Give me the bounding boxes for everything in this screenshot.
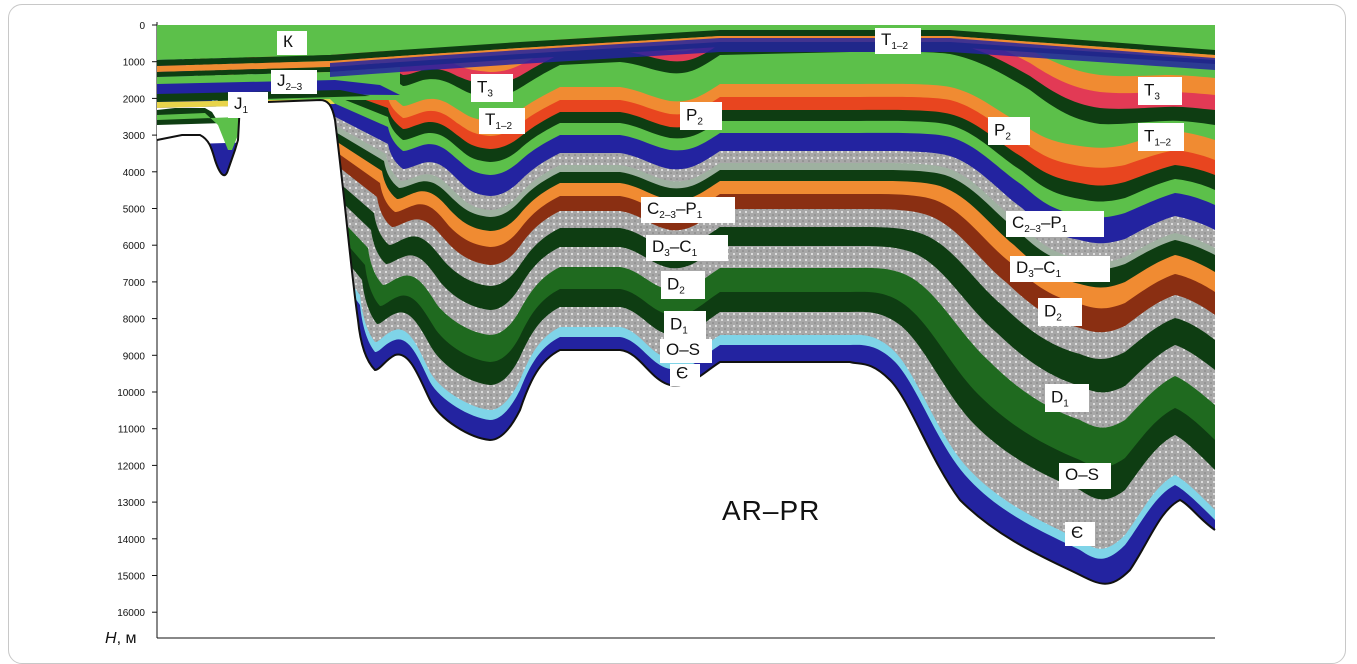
depth-tick-label: 7000 — [123, 278, 146, 289]
depth-ticks: 0 1000 2000 3000 4000 5000 6000 7000 8000 9000 100… — [117, 21, 157, 619]
strata-label-d3c1a: D3–C1 — [646, 235, 728, 261]
strata-label-text: D3–C1 — [1016, 258, 1062, 280]
depth-tick-label: 0 — [139, 21, 145, 32]
strata-label-j23: J2–3 — [271, 70, 317, 94]
strata-label-text: К — [283, 32, 293, 51]
strata-label-text: D2 — [667, 274, 685, 296]
strata-label-text: T1–2 — [1144, 126, 1172, 148]
strata-label-t12b: T1–2 — [1138, 123, 1184, 151]
depth-tick-label: 5000 — [123, 205, 146, 216]
strata-label-p2b: P2 — [988, 117, 1030, 145]
depth-tick-label: 4000 — [123, 168, 146, 179]
strata-label-k: К — [277, 31, 307, 55]
strata-label-text: D3–C1 — [652, 237, 698, 259]
strata-label-text: J1 — [234, 94, 249, 116]
depth-tick-label: 12000 — [117, 461, 145, 472]
depth-tick-label: 2000 — [123, 94, 146, 105]
strata-label-text: T3 — [477, 77, 493, 99]
strata-label-c23p1b: C2–3–P1 — [1006, 211, 1104, 237]
strata-label-text: Є — [1071, 523, 1083, 542]
strata-label-text: O–S — [1065, 465, 1099, 484]
strata-label-text: J2–3 — [277, 71, 303, 93]
strata-label-osb: O–S — [1059, 463, 1111, 489]
depth-tick-label: 15000 — [117, 572, 145, 583]
depth-tick-label: 10000 — [117, 388, 145, 399]
strata-label-ea: Є — [670, 364, 700, 386]
strata-label-t12top: T1–2 — [875, 28, 921, 54]
basement-boundary-line — [156, 98, 1216, 585]
depth-tick-label: 9000 — [123, 351, 146, 362]
strata-label-osa: O–S — [660, 339, 712, 363]
strata-label-text: C2–3–P1 — [647, 199, 703, 221]
strata-label-d3c1b: D3–C1 — [1010, 256, 1110, 282]
depth-tick-label: 3000 — [123, 131, 146, 142]
depth-axis-title: H, м — [105, 630, 136, 647]
strata-label-p2a: P2 — [680, 102, 722, 130]
depth-tick-label: 1000 — [123, 58, 146, 69]
strata-label-d2b: D2 — [1038, 298, 1082, 326]
strata-label-d1a: D1 — [664, 311, 706, 339]
strata-label-t3b: T3 — [1138, 77, 1182, 105]
strata-label-d1b: D1 — [1045, 384, 1089, 412]
strata-label-text: P2 — [994, 120, 1011, 142]
basement-label: AR–PR — [722, 495, 820, 526]
strata-label-eb: Є — [1065, 522, 1095, 546]
strata-label-text: T1–2 — [485, 110, 513, 132]
geologic-cross-section: 0 1000 2000 3000 4000 5000 6000 7000 8000 9000 100… — [105, 21, 1216, 647]
strata-label-text: T3 — [1144, 80, 1160, 102]
strata-label-c23p1a: C2–3–P1 — [641, 197, 735, 223]
strata-label-text: T1–2 — [881, 30, 909, 52]
strata-label-text: P2 — [686, 105, 703, 127]
depth-tick-label: 16000 — [117, 608, 145, 619]
strata-label-t12a: T1–2 — [479, 108, 525, 134]
strata-label-d2a: D2 — [661, 271, 705, 299]
strata-label-j1: J1 — [228, 92, 268, 118]
depth-tick-label: 11000 — [118, 425, 146, 436]
strata-label-text: C2–3–P1 — [1012, 213, 1068, 235]
depth-tick-label: 6000 — [123, 241, 146, 252]
strata-label-text: O–S — [666, 340, 700, 359]
strata-label-text: D2 — [1044, 301, 1062, 323]
depth-tick-label: 8000 — [123, 315, 146, 326]
strata-labels: К J2–3 J1 T3 T1–2 P2 T1–2 P2 T3 T1–2 C2–3–P1 D3–C1 D… — [228, 28, 1184, 546]
strata-label-text: Є — [676, 364, 688, 383]
strata-label-t3a: T3 — [471, 74, 513, 102]
depth-tick-label: 13000 — [117, 498, 145, 509]
strata-label-text: D1 — [1051, 387, 1069, 409]
depth-tick-label: 14000 — [117, 535, 145, 546]
strata-label-text: D1 — [670, 314, 688, 336]
